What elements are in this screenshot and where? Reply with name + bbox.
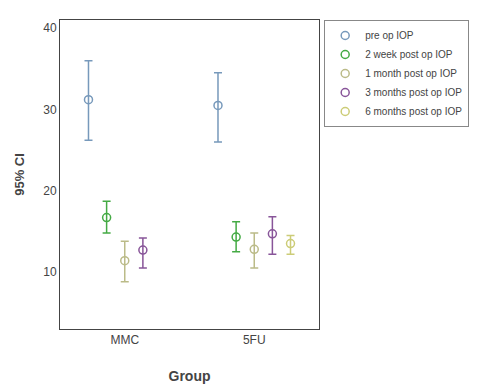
svg-text:pre op IOP: pre op IOP bbox=[365, 30, 414, 41]
svg-text:5FU: 5FU bbox=[243, 333, 266, 347]
svg-text:95% CI: 95% CI bbox=[12, 153, 27, 196]
svg-text:MMC: MMC bbox=[110, 333, 139, 347]
svg-text:1 month post op IOP: 1 month post op IOP bbox=[365, 68, 457, 79]
svg-text:2 week post op IOP: 2 week post op IOP bbox=[365, 49, 453, 60]
svg-text:40: 40 bbox=[43, 21, 57, 35]
svg-text:30: 30 bbox=[43, 103, 57, 117]
svg-text:20: 20 bbox=[43, 184, 57, 198]
svg-text:6 months post op IOP: 6 months post op IOP bbox=[365, 106, 462, 117]
svg-text:Group: Group bbox=[169, 368, 211, 384]
svg-text:10: 10 bbox=[43, 265, 57, 279]
svg-text:3 months post op IOP: 3 months post op IOP bbox=[365, 87, 462, 98]
